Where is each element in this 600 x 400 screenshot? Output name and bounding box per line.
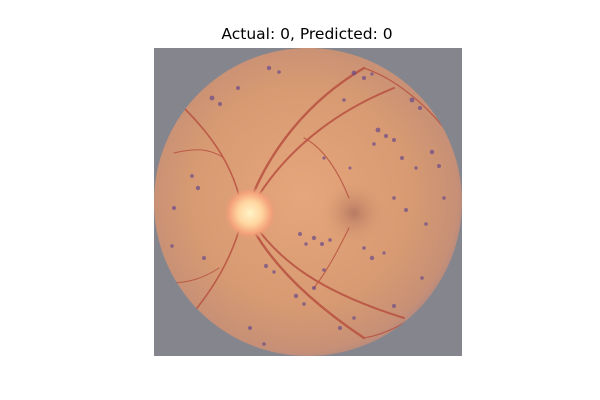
figure-title: Actual: 0, Predicted: 0: [221, 25, 393, 43]
lesion-spots: [170, 65, 446, 346]
macula: [322, 181, 386, 245]
fundus-image: [154, 48, 462, 356]
fundus-disc: [154, 48, 462, 356]
optic-disc: [224, 187, 276, 239]
